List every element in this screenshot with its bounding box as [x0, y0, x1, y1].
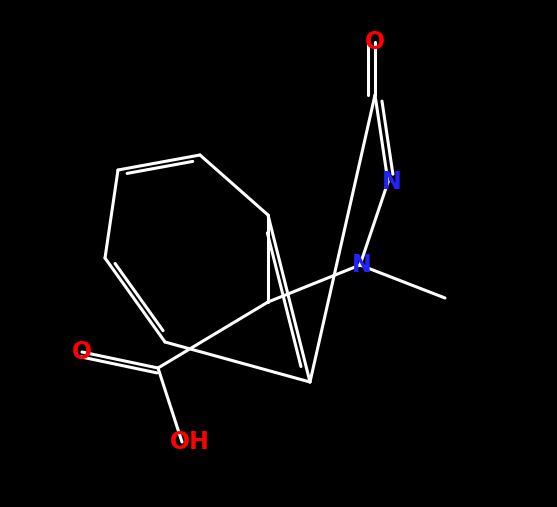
Text: O: O	[365, 30, 385, 54]
Text: N: N	[382, 170, 402, 194]
Text: O: O	[72, 340, 92, 364]
Text: OH: OH	[170, 430, 210, 454]
Text: N: N	[352, 253, 372, 277]
